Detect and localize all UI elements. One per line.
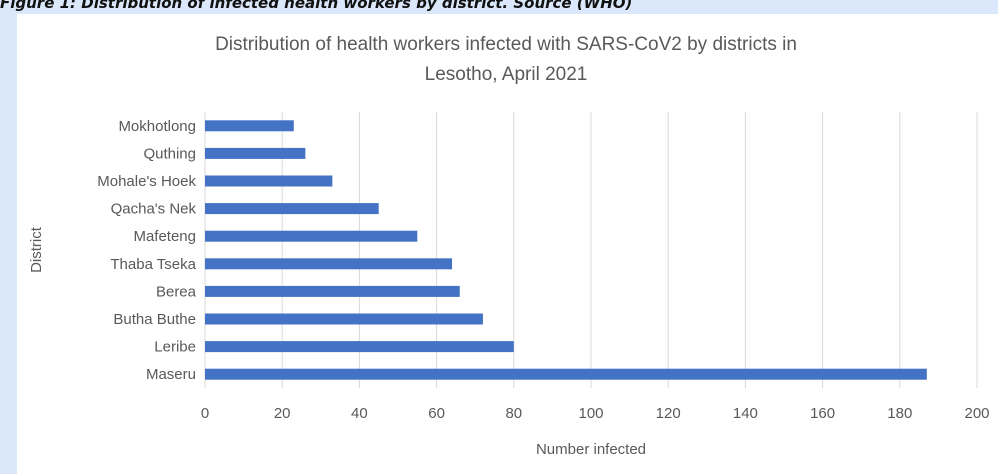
category-label: Thaba Tseka [110, 256, 196, 273]
category-label: Mohale's Hoek [97, 173, 196, 190]
bar-berea [205, 285, 460, 297]
x-tick-label: 180 [887, 405, 912, 422]
category-label: Butha Buthe [113, 311, 196, 328]
figure-caption: Figure 1: Distribution of infected healt… [0, 0, 633, 12]
chart-title-line-2: Lesotho, April 2021 [425, 64, 588, 85]
bar-mokhotlong [205, 120, 294, 132]
y-axis-label: District [28, 226, 45, 273]
bar-butha-buthe [205, 313, 483, 325]
category-label: Berea [156, 283, 197, 300]
chart-title-line-1: Distribution of health workers infected … [215, 34, 797, 55]
bar-qacha-s-nek [205, 203, 379, 215]
x-tick-label: 140 [733, 405, 758, 422]
category-label: Qacha's Nek [111, 201, 197, 218]
bar-thaba-tseka [205, 258, 453, 270]
bar-maseru [205, 368, 927, 380]
x-axis-label: Number infected [536, 441, 646, 458]
category-label: Leribe [154, 339, 196, 356]
x-tick-label: 120 [656, 405, 681, 422]
category-label: Quthing [143, 145, 196, 162]
category-label: Maseru [146, 366, 196, 383]
category-label: Mafeteng [133, 228, 196, 245]
bars [205, 120, 927, 380]
category-label: Mokhotlong [118, 118, 196, 135]
x-tick-label: 200 [964, 405, 989, 422]
x-tick-label: 40 [351, 405, 368, 422]
bar-quthing [205, 147, 306, 159]
x-tick-label: 160 [810, 405, 835, 422]
x-tick-label: 60 [428, 405, 445, 422]
x-tick-labels: 0 20 40 60 80 100 120 140 160 180 200 [201, 405, 990, 422]
chart-panel [17, 14, 998, 474]
x-tick-label: 0 [201, 405, 209, 422]
x-tick-label: 80 [505, 405, 522, 422]
bar-leribe [205, 341, 514, 353]
x-tick-label: 100 [578, 405, 603, 422]
x-tick-label: 20 [274, 405, 291, 422]
bar-mohale-s-hoek [205, 175, 333, 187]
bar-mafeteng [205, 230, 418, 242]
category-labels: Mokhotlong Quthing Mohale's Hoek Qacha's Ne… [97, 118, 196, 383]
